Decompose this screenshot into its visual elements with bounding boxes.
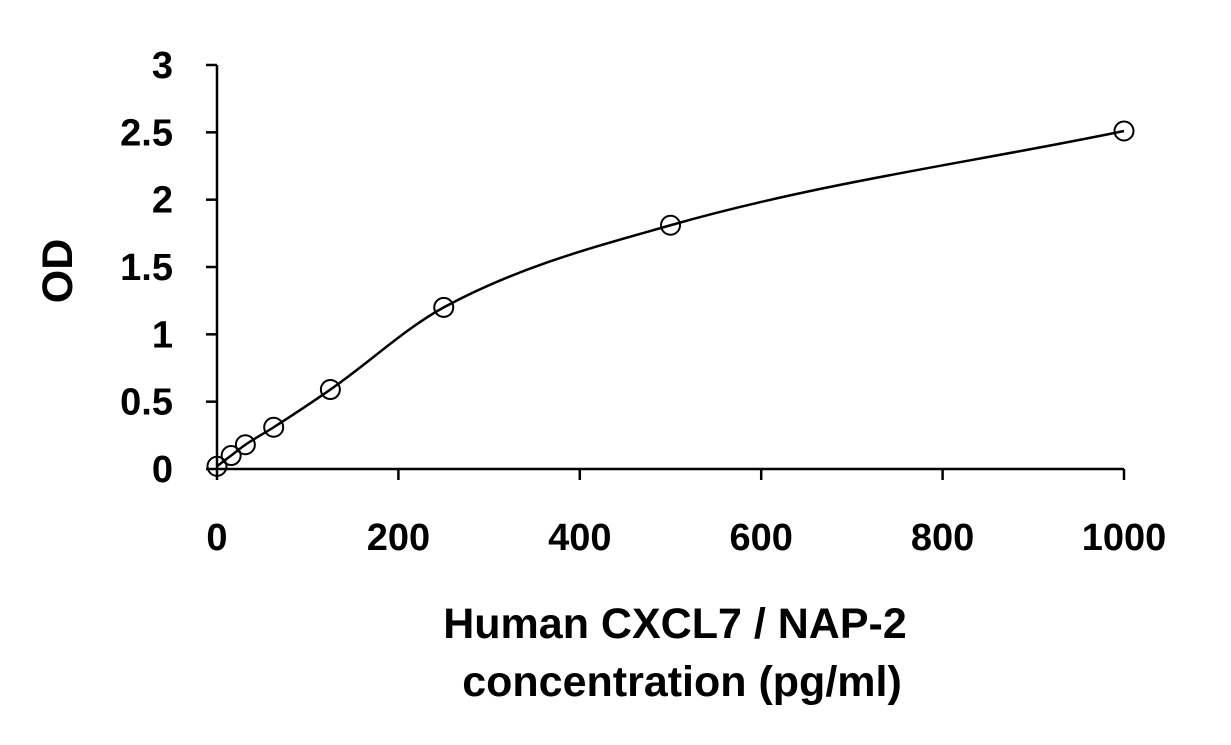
fitted-curve bbox=[216, 129, 1125, 468]
y-tick-label: 2 bbox=[152, 180, 173, 222]
y-tick-label: 0 bbox=[152, 449, 173, 491]
data-point bbox=[206, 455, 228, 477]
x-tick-label: 1000 bbox=[1082, 517, 1167, 559]
x-tick-label: 800 bbox=[911, 517, 974, 559]
data-point bbox=[263, 416, 285, 438]
data-point bbox=[319, 379, 341, 401]
x-tick-label: 200 bbox=[367, 517, 430, 559]
y-tick-label: 1.5 bbox=[120, 247, 173, 289]
y-tick-label: 2.5 bbox=[120, 112, 173, 154]
data-point bbox=[220, 445, 242, 467]
data-point bbox=[1113, 120, 1135, 142]
x-tick-label: 600 bbox=[729, 517, 792, 559]
x-tick-label: 400 bbox=[548, 517, 611, 559]
plot-area: 0 0.5 1 1.5 2 2.5 3 0 200 400 600 800 1000 bbox=[120, 45, 1166, 559]
x-axis-title-line-2: concentration (pg/ml) bbox=[462, 658, 902, 706]
x-tick-label: 0 bbox=[206, 517, 227, 559]
x-axis-title-line-1: Human CXCL7 / NAP-2 bbox=[443, 600, 907, 648]
data-point bbox=[433, 296, 455, 318]
y-tick-label: 1 bbox=[152, 314, 173, 356]
data-point bbox=[234, 434, 256, 456]
data-point bbox=[660, 214, 681, 236]
y-tick-label: 0.5 bbox=[120, 382, 173, 424]
y-tick-label: 3 bbox=[152, 45, 173, 87]
y-axis-title: OD bbox=[34, 239, 82, 304]
